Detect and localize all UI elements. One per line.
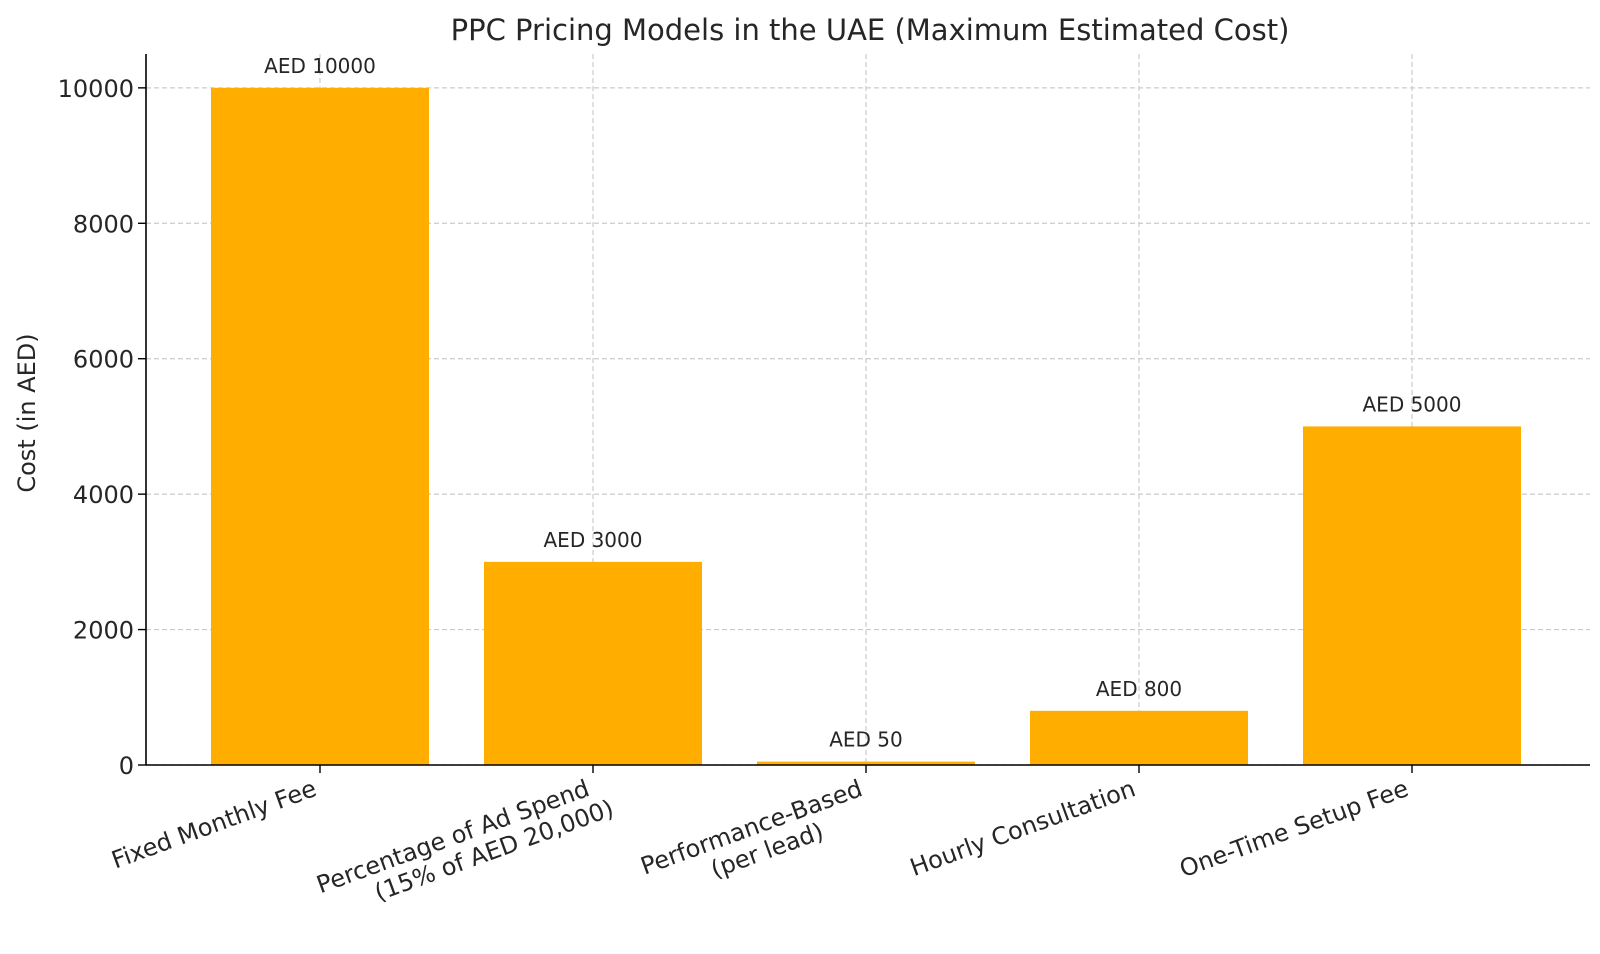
bar [757,761,975,765]
x-tick-label-line: Fixed Monthly Fee [108,774,320,874]
bar [1030,710,1248,765]
bars [211,87,1521,766]
y-tick-label: 4000 [73,481,134,509]
y-axis-ticks: 0 2000 4000 6000 8000 10000 [58,75,146,780]
x-tick-label-line: Hourly Consultation [906,774,1139,882]
data-label: AED 800 [1096,677,1182,701]
x-tick-label: Fixed Monthly Fee [108,774,320,874]
y-tick-label: 2000 [73,617,134,645]
x-tick-label: One-Time Setup Fee [1176,774,1412,883]
x-tick-label: Percentage of Ad Spend(15% of AED 20,000… [313,769,617,925]
y-tick-label: 10000 [58,75,134,103]
data-label: AED 3000 [544,528,643,552]
x-tick-label: Hourly Consultation [906,774,1139,882]
chart-title: PPC Pricing Models in the UAE (Maximum E… [451,13,1290,47]
x-tick-label-line: One-Time Setup Fee [1176,774,1412,883]
y-tick-label: 8000 [73,210,134,238]
y-tick-label: 6000 [73,346,134,374]
y-axis-label: Cost (in AED) [13,333,41,492]
y-tick-label: 0 [119,752,134,780]
bar [484,561,702,765]
bar [211,87,429,766]
axes [145,54,1590,766]
x-tick-label: Performance-Based(per lead) [637,774,875,906]
bar [1303,426,1521,765]
data-labels: AED 10000 AED 3000 AED 50 AED 800 AED 5000 [264,54,1461,752]
data-label: AED 5000 [1363,392,1462,416]
data-label: AED 10000 [264,54,376,78]
data-label: AED 50 [829,728,903,752]
